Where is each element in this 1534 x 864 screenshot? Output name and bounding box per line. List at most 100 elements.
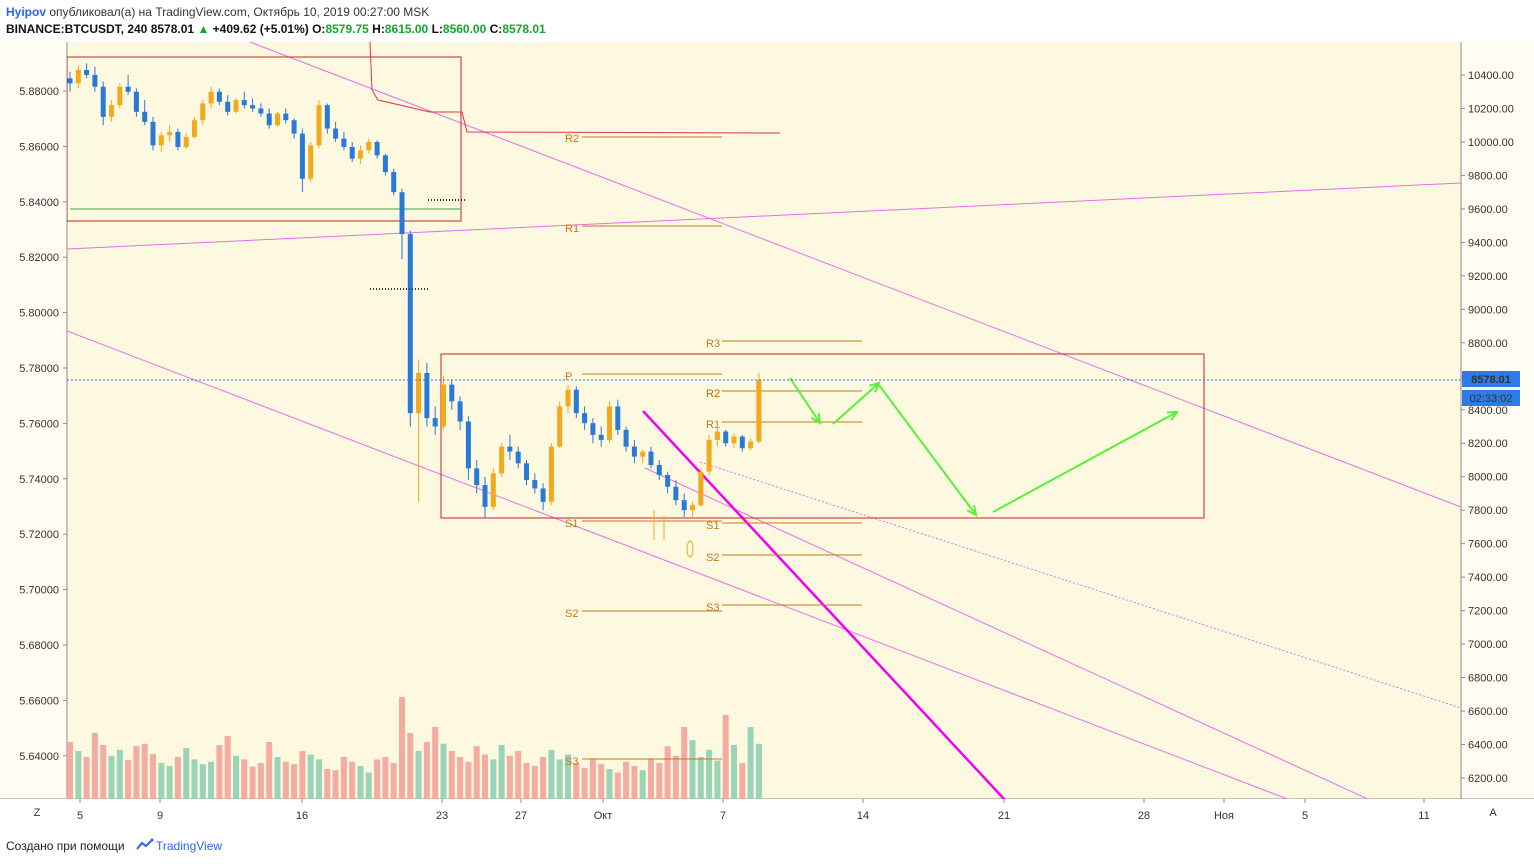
ohlc-line: BINANCE:BTCUSDT, 240 8578.01 ▲ +409.62 (…	[6, 22, 546, 36]
candle-body	[374, 141, 380, 156]
volume-bar	[299, 751, 306, 799]
volume-bar	[141, 743, 148, 799]
pivot-label: S3	[706, 602, 719, 614]
high-label: H:	[372, 22, 385, 36]
volume-bar	[747, 727, 754, 799]
time-axis-label: 9	[157, 810, 163, 822]
auto-scale-button[interactable]: A	[1489, 807, 1497, 819]
zoom-button[interactable]: Z	[34, 807, 41, 819]
volume-bar	[382, 757, 389, 799]
candle-body	[275, 113, 280, 126]
time-axis-area	[0, 799, 1534, 828]
pivot-label: R1	[706, 419, 720, 431]
right-axis-label: 9600.00	[1468, 204, 1508, 216]
level-line	[369, 42, 781, 134]
volume-bar	[108, 755, 115, 799]
pivot-label: S2	[706, 552, 719, 564]
right-axis-label: 9000.00	[1468, 304, 1508, 316]
candle-body	[482, 485, 488, 507]
candle-body	[358, 150, 363, 159]
volume-bar	[291, 764, 298, 799]
pivot-label: P	[565, 371, 572, 383]
volume-bar	[407, 733, 414, 799]
volume-bar	[316, 759, 322, 799]
range-box	[440, 353, 1205, 519]
candle-body	[133, 91, 139, 112]
left-axis-label: 5.84000	[19, 197, 59, 209]
right-axis-label: 10000.00	[1468, 137, 1514, 149]
pivot-label: R2	[565, 133, 579, 145]
volume-bar	[415, 751, 422, 799]
volume-bar	[282, 761, 289, 799]
candle-body	[225, 101, 231, 112]
volume-bar	[233, 755, 239, 799]
candle-body	[441, 384, 446, 427]
pivot-label: S1	[565, 518, 578, 530]
right-axis-label: 7000.00	[1468, 639, 1508, 651]
candle-body	[84, 69, 90, 75]
left-axis-label: 5.64000	[19, 751, 59, 763]
right-axis-label: 7800.00	[1468, 505, 1508, 517]
volume-bar	[448, 751, 455, 799]
candle-body	[407, 234, 413, 414]
volume-bar	[374, 759, 381, 799]
candle-body	[548, 446, 554, 502]
candle-body	[109, 105, 114, 117]
volume-bar	[598, 764, 605, 799]
candle-body	[324, 105, 330, 129]
volume-bar	[697, 757, 704, 799]
candle-body	[681, 500, 687, 511]
candle-body	[117, 86, 123, 106]
symbol-label[interactable]: BINANCE:BTCUSDT, 240	[6, 22, 148, 36]
candle-body	[200, 103, 206, 121]
candle-body	[739, 436, 745, 449]
candle-body	[424, 372, 430, 419]
volume-bar	[631, 766, 638, 799]
volume-bar	[183, 748, 190, 799]
right-axis-label: 8200.00	[1468, 438, 1508, 450]
price-badge-label: 8578.01	[1471, 374, 1511, 386]
left-axis-label: 5.82000	[19, 252, 59, 264]
candle-body	[67, 78, 73, 84]
volume-bar	[241, 759, 248, 799]
high-value: 8615.00	[384, 22, 429, 36]
right-axis-label: 10400.00	[1468, 70, 1514, 82]
volume-bar	[548, 749, 555, 799]
right-axis-label: 6600.00	[1468, 706, 1508, 718]
chart-header: Hyipov опубликовал(а) на TradingView.com…	[0, 0, 1534, 42]
volume-bar	[581, 767, 588, 799]
time-axis-label: 21	[998, 810, 1010, 822]
price-badge	[1462, 371, 1520, 387]
price-chart[interactable]: 5.88000 5.86000 5.84000 5.82000 5.80000 5.780…	[0, 42, 1534, 828]
volume-bar	[390, 763, 397, 799]
candle-body	[416, 372, 422, 414]
volume-bar	[648, 759, 654, 799]
candle-body	[524, 463, 529, 481]
candle-body	[640, 451, 646, 457]
author-link[interactable]: Hyipov	[6, 5, 47, 19]
right-axis-label: 8000.00	[1468, 472, 1508, 484]
candle-body	[291, 120, 297, 134]
volume-bar	[639, 770, 646, 799]
volume-bar	[714, 760, 721, 799]
candle-body	[598, 434, 604, 440]
left-axis-label: 5.80000	[19, 308, 59, 320]
volume-bar	[739, 763, 746, 799]
open-label: O:	[312, 22, 326, 36]
projection-arrow	[832, 382, 880, 425]
candle-body	[399, 192, 405, 235]
low-value: 8560.00	[442, 22, 487, 36]
timer-badge	[1462, 390, 1520, 406]
volume-bar	[357, 766, 364, 799]
plot-area[interactable]	[67, 42, 1461, 799]
volume-bar	[606, 769, 613, 799]
candle-body	[714, 431, 720, 440]
tradingview-link[interactable]: TradingView	[156, 839, 223, 853]
volume-bar	[432, 727, 439, 799]
trend-line	[249, 42, 1461, 508]
volume-bar	[100, 745, 107, 799]
timer-badge-label: 02:33:02	[1470, 393, 1513, 405]
volume-bar	[116, 749, 123, 799]
right-axis-label: 6400.00	[1468, 740, 1508, 752]
volume-bar	[216, 745, 223, 799]
